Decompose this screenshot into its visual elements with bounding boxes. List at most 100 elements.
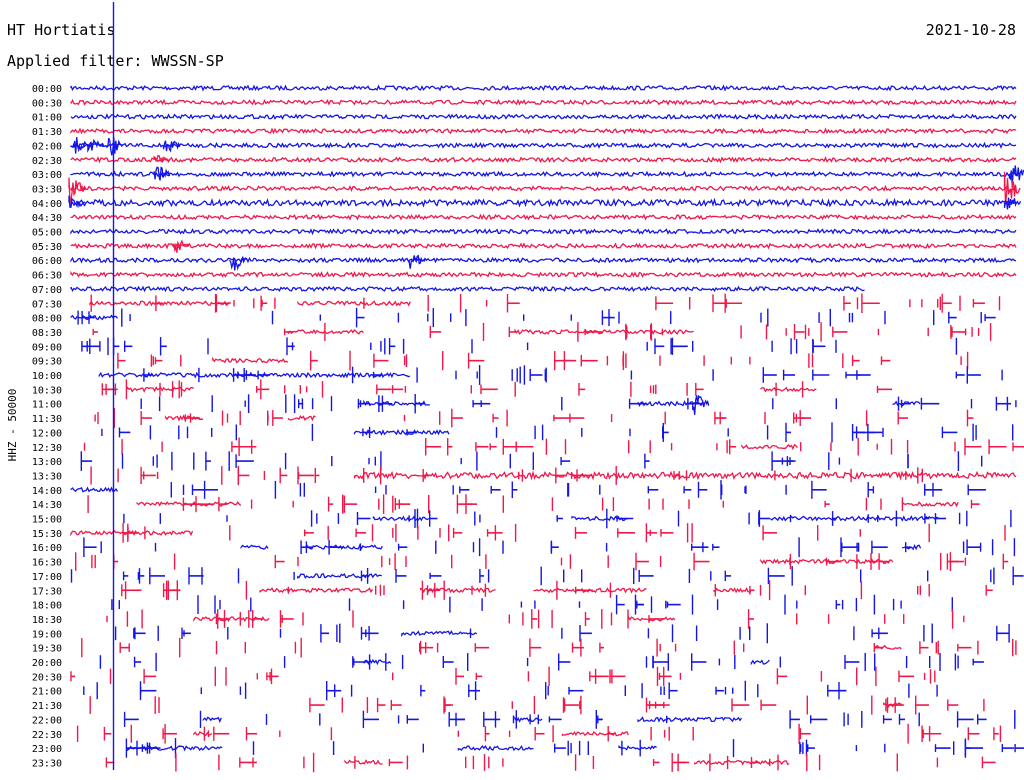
time-label: 13:00: [32, 457, 62, 468]
trace-segment: [202, 716, 222, 723]
time-label: 08:00: [32, 314, 62, 325]
time-label: 21:30: [32, 701, 62, 712]
time-label: 15:30: [32, 529, 62, 540]
trace-segment: [741, 443, 798, 451]
time-label: 00:30: [32, 98, 62, 109]
trace-segment: [70, 242, 1017, 250]
time-label: 18:00: [32, 601, 62, 612]
trace-segment: [618, 745, 657, 751]
trace-segment: [70, 256, 1017, 264]
trace-segment: [514, 716, 543, 723]
time-label: 11:30: [32, 414, 62, 425]
trace-segment: [306, 543, 383, 551]
time-label: 13:30: [32, 471, 62, 482]
trace-segment: [533, 587, 647, 594]
event-burst: [153, 154, 171, 163]
time-label: 17:00: [32, 572, 62, 583]
time-label: 12:30: [32, 443, 62, 454]
event-burst: [153, 166, 171, 181]
trace-segment: [70, 156, 1017, 164]
trace-segment: [70, 170, 1017, 178]
trace-segment: [70, 227, 1017, 236]
trace-segment: [70, 184, 1017, 192]
trace-segment: [372, 515, 430, 522]
trace-segment: [297, 573, 382, 580]
event-burst: [68, 177, 86, 205]
trace-segment: [514, 328, 694, 336]
time-label: 11:00: [32, 400, 62, 411]
station-title: HT Hortiatis: [7, 21, 115, 39]
trace-segment: [892, 400, 921, 407]
time-label: 08:30: [32, 328, 62, 339]
trace-segment: [70, 270, 1017, 279]
trace-segment: [637, 400, 705, 407]
trace-group: 00:00 00:30 01:00 01:30 02:00 02:30 03:00 03:30…: [32, 2, 1024, 773]
time-label: 16:30: [32, 558, 62, 569]
event-burst: [73, 137, 91, 154]
trace-segment: [712, 586, 752, 594]
time-label: 15:00: [32, 515, 62, 526]
trace-segment: [70, 98, 1017, 106]
trace-segment: [401, 630, 478, 638]
time-label: 01:30: [32, 127, 62, 138]
event-burst: [1003, 171, 1021, 205]
event-burst: [692, 394, 710, 415]
event-burst: [106, 137, 124, 156]
date-label: 2021-10-28: [926, 21, 1016, 39]
trace-segment: [193, 616, 270, 623]
time-label: 14:00: [32, 486, 62, 497]
trace-segment: [297, 300, 411, 307]
filter-label: Applied filter: WWSSN-SP: [7, 52, 224, 70]
time-label: 02:30: [32, 156, 62, 167]
trace-segment: [901, 501, 959, 508]
trace-segment: [70, 486, 119, 493]
time-label: 19:00: [32, 629, 62, 640]
event-burst: [162, 140, 181, 153]
time-label: 23:00: [32, 744, 62, 755]
event-burst: [68, 195, 86, 209]
trace-segment: [70, 127, 1017, 135]
event-burst: [229, 256, 247, 271]
time-label: 06:30: [32, 271, 62, 282]
time-label: 20:30: [32, 672, 62, 683]
trace-segment: [70, 213, 1017, 221]
time-label: 19:30: [32, 644, 62, 655]
time-label: 22:30: [32, 730, 62, 741]
trace-segment: [70, 84, 1017, 92]
time-label: 10:30: [32, 385, 62, 396]
trace-segment: [769, 515, 940, 522]
time-label: 09:00: [32, 342, 62, 353]
trace-segment: [70, 141, 1017, 149]
trace-segment: [750, 659, 770, 666]
trace-segment: [344, 759, 383, 765]
trace-segment: [637, 716, 743, 723]
trace-segment: [353, 470, 1017, 481]
trace-segment: [70, 285, 865, 293]
time-label: 18:30: [32, 615, 62, 626]
time-label: 14:30: [32, 500, 62, 511]
time-label: 09:30: [32, 357, 62, 368]
time-label: 00:00: [32, 84, 62, 95]
time-label: 23:30: [32, 758, 62, 769]
channel-axis-label: HHZ - 50000: [6, 389, 19, 462]
event-burst: [172, 239, 190, 253]
trace-segment: [694, 759, 790, 766]
trace-segment: [561, 730, 629, 737]
time-label: 12:00: [32, 428, 62, 439]
trace-segment: [70, 113, 1017, 121]
event-burst: [1008, 165, 1024, 188]
trace-segment: [70, 197, 1017, 208]
event-burst: [87, 138, 105, 154]
trace-segment: [212, 356, 289, 364]
time-label: 05:00: [32, 228, 62, 239]
trace-segment: [259, 587, 374, 594]
time-label: 16:00: [32, 543, 62, 554]
event-burst: [408, 254, 426, 269]
time-label: 02:00: [32, 141, 62, 152]
time-label: 04:00: [32, 199, 62, 210]
time-label: 03:30: [32, 184, 62, 195]
time-label: 07:30: [32, 299, 62, 310]
trace-segment: [760, 386, 817, 393]
time-label: 05:30: [32, 242, 62, 253]
